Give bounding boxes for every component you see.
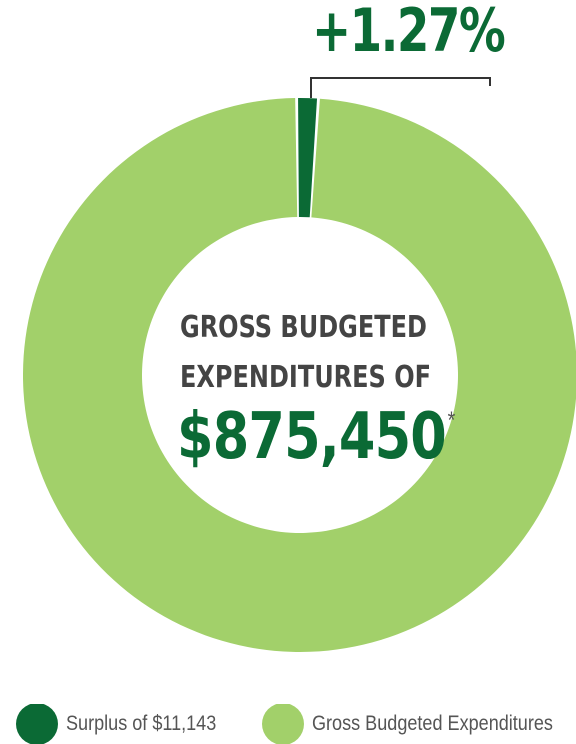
center-amount: $875,450* — [177, 400, 455, 474]
center-title-line2: EXPENDITURES OF — [180, 360, 431, 395]
chart-legend: Surplus of $11,143 Gross Budgeted Expend… — [0, 704, 576, 744]
legend-swatch-surplus — [16, 704, 58, 744]
legend-swatch-budget — [262, 704, 304, 744]
surplus-percent-callout: +1.27% — [312, 0, 506, 66]
donut-slice-budget — [23, 98, 576, 652]
legend-item-budget: Gross Budgeted Expenditures — [262, 704, 576, 744]
donut-slices — [23, 98, 576, 652]
donut-slice-surplus — [298, 98, 318, 218]
legend-item-surplus: Surplus of $11,143 — [16, 704, 241, 744]
budget-amount: $875,450 — [177, 400, 447, 474]
footnote-asterisk: * — [447, 407, 456, 434]
legend-label-surplus: Surplus of $11,143 — [66, 712, 217, 735]
center-title-line1: GROSS BUDGETED — [180, 310, 427, 345]
callout-leader-line — [310, 77, 491, 98]
legend-label-budget: Gross Budgeted Expenditures — [312, 712, 553, 735]
